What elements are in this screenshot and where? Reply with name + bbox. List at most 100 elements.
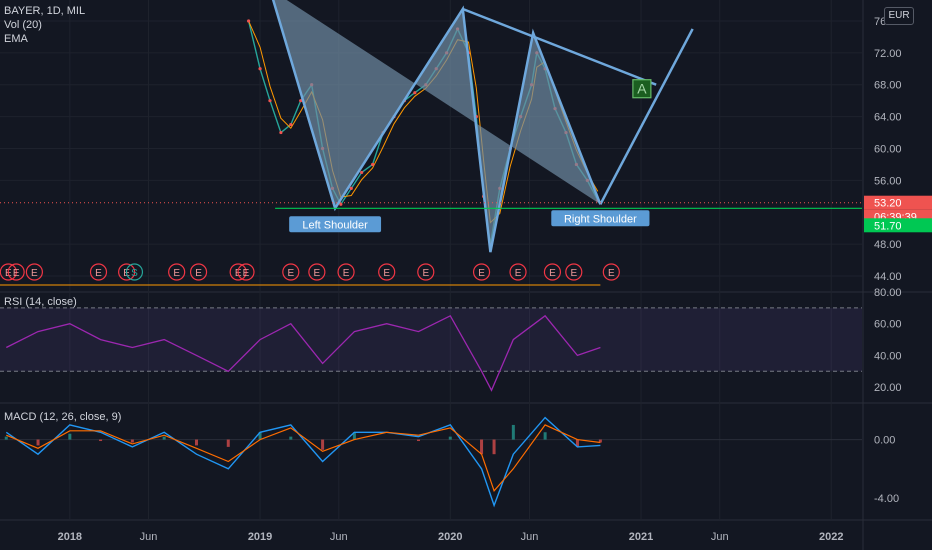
macd-tick-label: -4.00 bbox=[874, 493, 899, 505]
price-point bbox=[258, 67, 262, 71]
event-marker bbox=[472, 263, 491, 281]
pattern-fill bbox=[273, 0, 601, 253]
macd-histogram-bar bbox=[492, 439, 496, 455]
event-marker-label: E bbox=[287, 268, 294, 279]
pattern-outline bbox=[271, 0, 602, 253]
event-marker bbox=[509, 263, 527, 281]
event-marker bbox=[543, 263, 562, 281]
currency-button[interactable]: EUR bbox=[884, 7, 914, 25]
event-marker-label: E bbox=[95, 268, 102, 279]
right-shoulder-label: Right Shoulder bbox=[564, 213, 637, 225]
macd-histogram-bar bbox=[511, 424, 515, 440]
macd-histogram-bar bbox=[543, 432, 547, 440]
neckline-price-tag-bg bbox=[864, 218, 932, 233]
macd-histogram-bar bbox=[258, 432, 262, 440]
price-point bbox=[279, 130, 283, 135]
macd-histogram-bar bbox=[352, 432, 356, 440]
price-tick-label: 64.00 bbox=[874, 112, 902, 124]
rsi-line bbox=[6, 314, 601, 392]
event-marker-label: E bbox=[549, 268, 556, 279]
time-tick-label: 2021 bbox=[629, 531, 653, 543]
event-marker bbox=[89, 263, 108, 281]
price-tick-label: 68.00 bbox=[874, 80, 902, 92]
event-marker bbox=[565, 263, 583, 281]
macd-histogram-bar bbox=[68, 433, 72, 440]
macd-signal-line bbox=[6, 424, 601, 492]
event-marker bbox=[25, 263, 43, 281]
last-price-tag-bg bbox=[864, 195, 932, 210]
time-tick-label: Jun bbox=[711, 531, 729, 543]
event-marker bbox=[237, 263, 255, 281]
price-point bbox=[299, 99, 303, 103]
price-tick-label: 44.00 bbox=[874, 271, 902, 283]
event-marker-label: E bbox=[383, 268, 390, 279]
price-tick-label: 56.00 bbox=[874, 175, 902, 187]
resistance-line bbox=[462, 7, 657, 86]
target-marker-box bbox=[632, 79, 652, 99]
price-point bbox=[339, 202, 343, 206]
event-marker-label: E bbox=[31, 268, 38, 279]
last-price-tag: 53.20 bbox=[874, 198, 902, 210]
price-point bbox=[371, 162, 375, 167]
target-marker-label: A bbox=[637, 81, 647, 97]
event-marker bbox=[125, 263, 144, 281]
macd-histogram-bar bbox=[598, 439, 602, 443]
event-marker bbox=[308, 263, 326, 281]
macd-histogram-bar bbox=[162, 436, 166, 440]
event-marker bbox=[7, 263, 25, 281]
macd-legend: MACD (12, 26, close, 9) bbox=[4, 411, 122, 423]
price-point bbox=[246, 19, 251, 23]
rsi-legend: RSI (14, close) bbox=[4, 296, 77, 308]
event-marker bbox=[417, 263, 435, 281]
event-marker bbox=[602, 263, 620, 281]
time-tick-label: 2022 bbox=[819, 531, 843, 543]
left-shoulder-label: Left Shoulder bbox=[302, 219, 368, 231]
event-marker-label: E bbox=[343, 268, 350, 279]
event-marker bbox=[118, 263, 136, 281]
event-marker-label: E bbox=[422, 268, 429, 279]
volume-legend: Vol (20) bbox=[4, 19, 42, 31]
ema-legend: EMA bbox=[4, 33, 28, 45]
event-marker-label: E bbox=[173, 268, 180, 279]
time-tick-label: Jun bbox=[140, 531, 158, 543]
price-point bbox=[268, 99, 272, 103]
event-marker-label: E bbox=[608, 268, 615, 279]
event-marker bbox=[168, 263, 186, 281]
macd-histogram-bar bbox=[575, 439, 579, 447]
macd-histogram-bar bbox=[99, 439, 103, 442]
rsi-tick-label: 60.00 bbox=[874, 319, 902, 331]
event-marker bbox=[0, 263, 17, 281]
macd-histogram-bar bbox=[448, 436, 452, 440]
event-marker bbox=[337, 263, 355, 281]
right-shoulder-label-box bbox=[551, 210, 650, 227]
event-marker bbox=[229, 263, 247, 281]
price-point bbox=[360, 170, 364, 175]
event-marker-label: E bbox=[243, 268, 250, 279]
event-marker bbox=[378, 263, 396, 281]
projection-line bbox=[599, 28, 694, 205]
rsi-tick-label: 80.00 bbox=[874, 287, 902, 299]
event-marker-label: S bbox=[131, 268, 138, 279]
macd-histogram-bar bbox=[226, 439, 230, 447]
macd-histogram-bar bbox=[194, 439, 198, 446]
macd-histogram-bar bbox=[130, 439, 134, 443]
macd-histogram-bar bbox=[416, 439, 420, 442]
price-point bbox=[413, 91, 417, 95]
time-tick-label: 2019 bbox=[248, 531, 272, 543]
event-marker-label: E bbox=[478, 268, 485, 279]
price-point bbox=[289, 122, 293, 127]
event-marker-label: E bbox=[314, 268, 321, 279]
macd-tick-label: 0.00 bbox=[874, 435, 895, 447]
macd-line bbox=[5, 416, 601, 508]
event-marker-label: E bbox=[13, 268, 20, 279]
macd-histogram-bar bbox=[36, 439, 40, 446]
time-tick-label: Jun bbox=[330, 531, 348, 543]
symbol-title: BAYER, 1D, MIL bbox=[4, 5, 86, 17]
event-marker-label: E bbox=[515, 268, 522, 279]
rsi-band bbox=[0, 307, 862, 372]
rsi-tick-label: 40.00 bbox=[874, 350, 902, 362]
rsi-tick-label: 20.00 bbox=[874, 382, 902, 394]
left-shoulder-label-box bbox=[289, 216, 382, 233]
macd-histogram-bar bbox=[321, 439, 325, 450]
